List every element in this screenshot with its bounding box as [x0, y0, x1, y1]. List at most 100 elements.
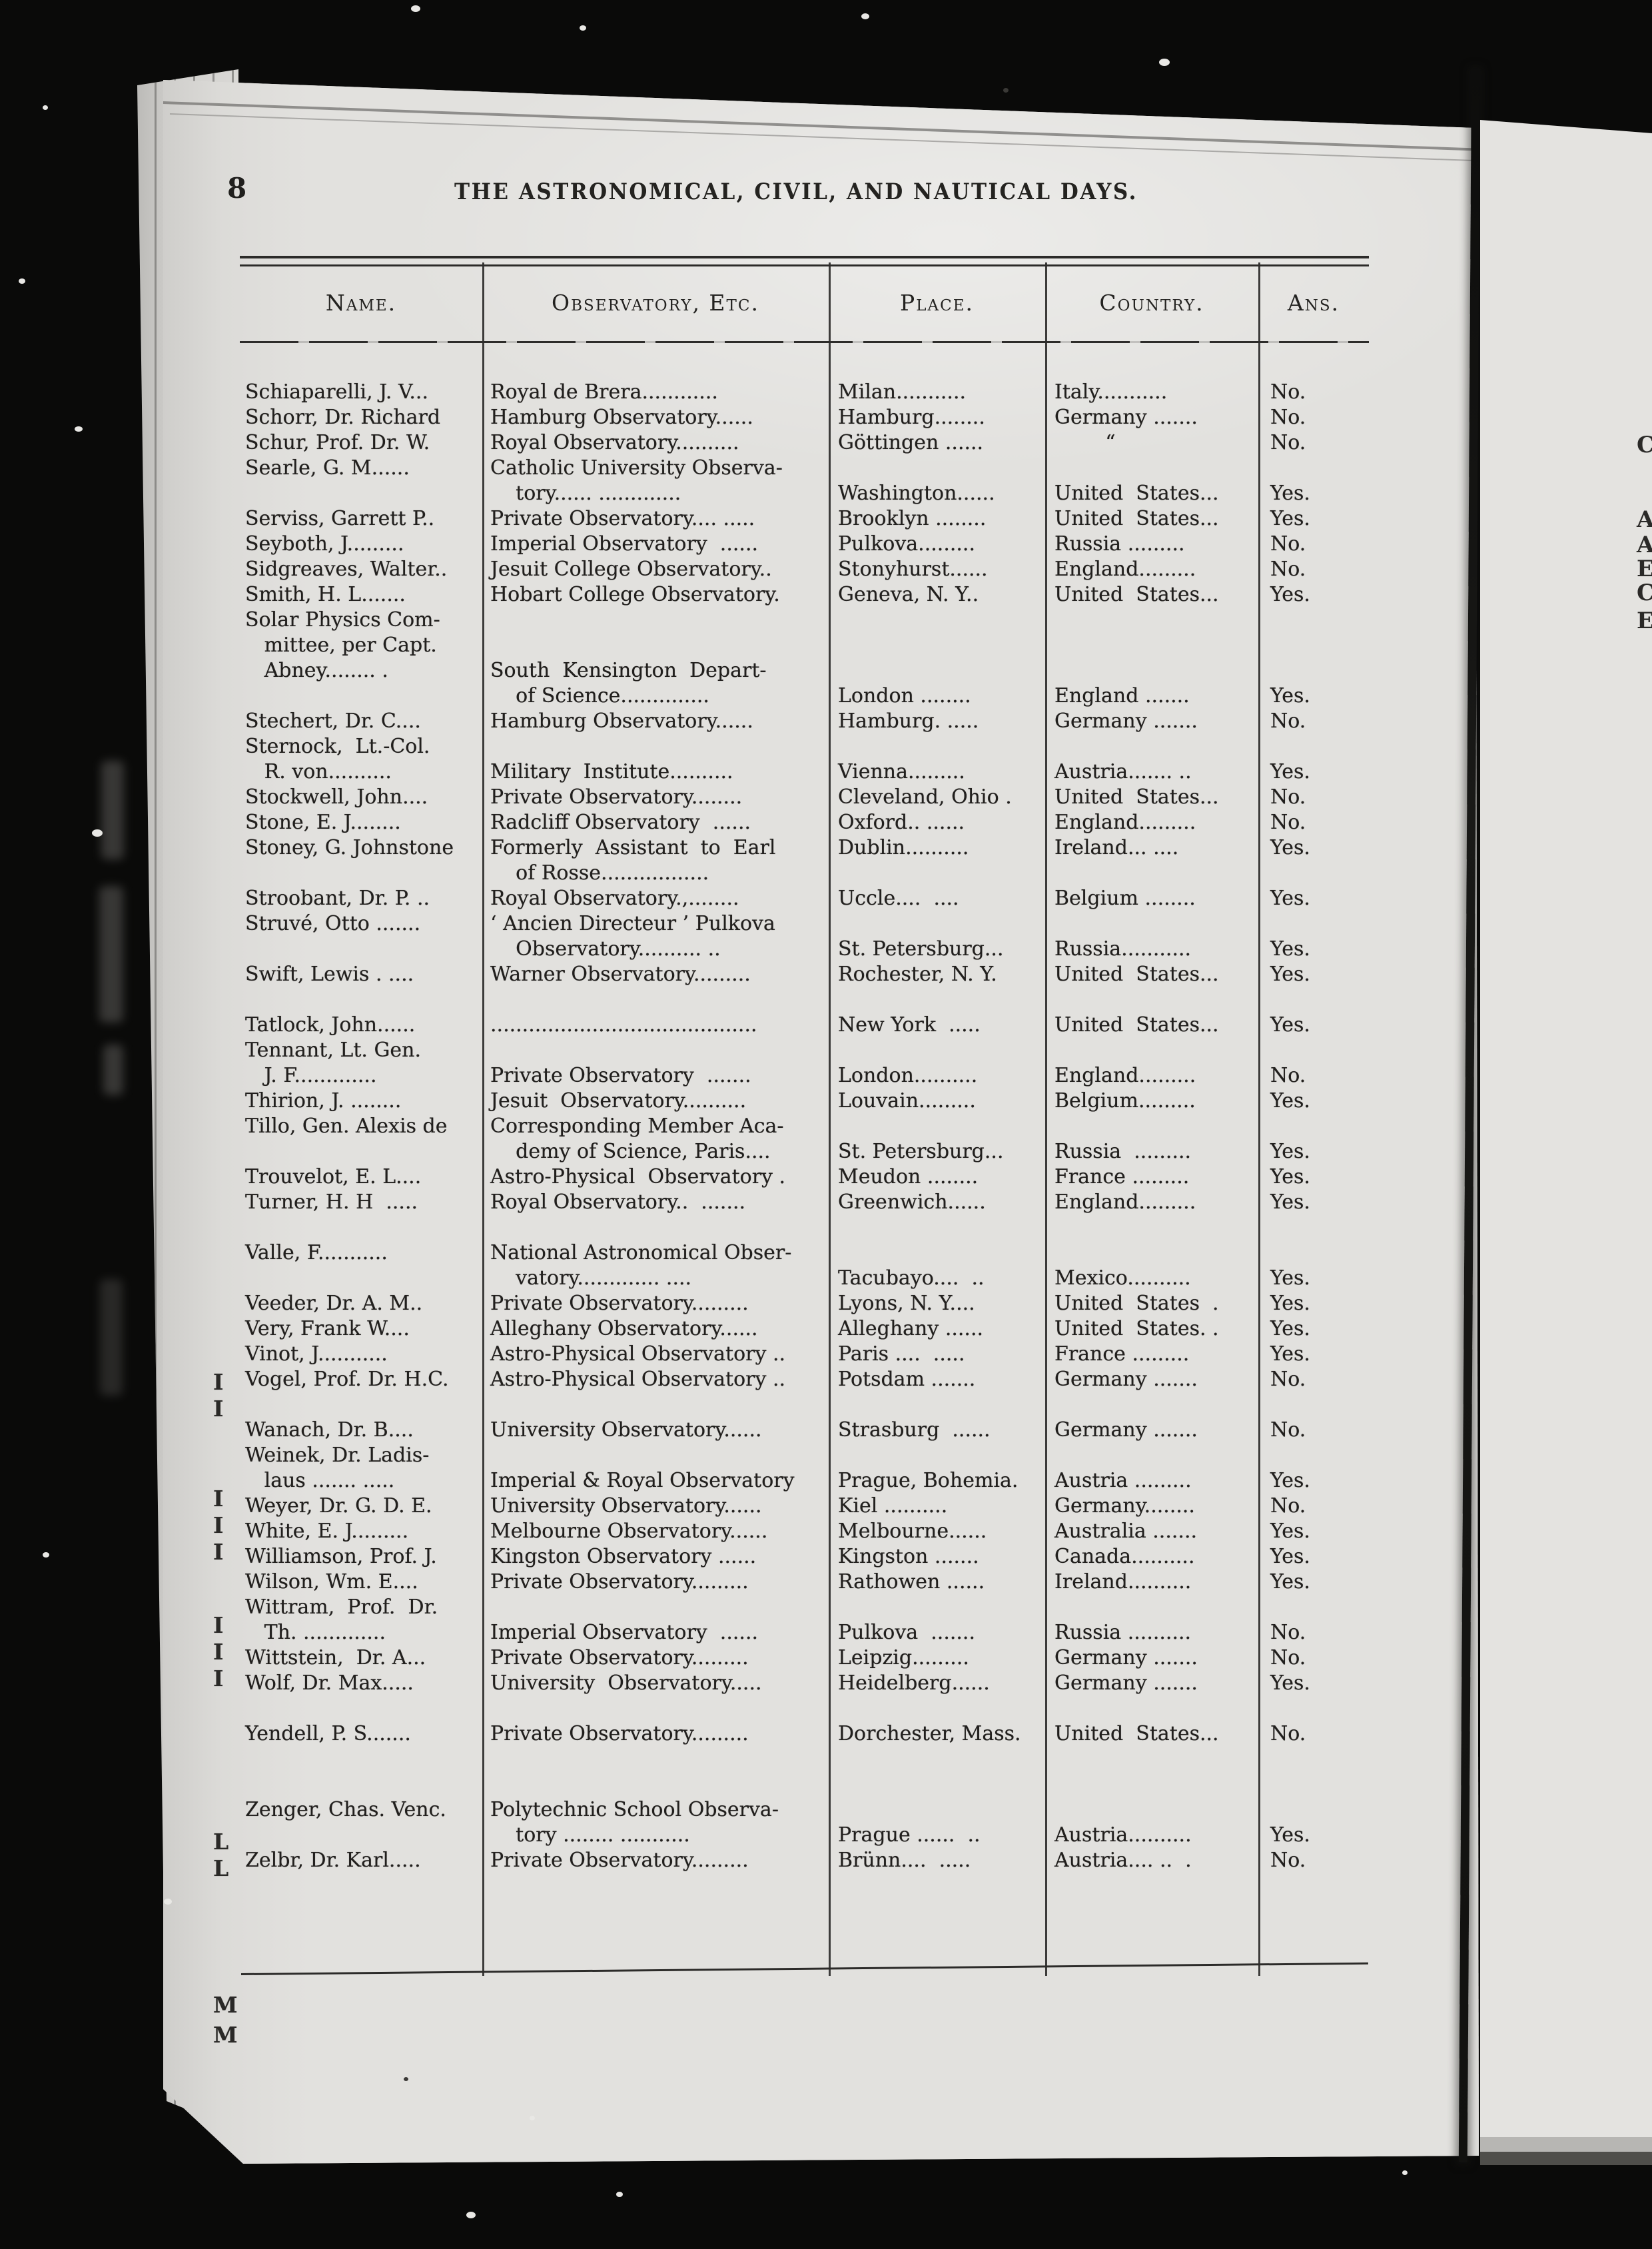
- table-cell: Hobart College Observatory.: [490, 583, 780, 606]
- dust-speck: [164, 1899, 172, 1905]
- table-cell: [829, 1747, 1045, 1772]
- table-row: laus ....... ..... Imperial & Royal Obser…: [240, 1468, 1369, 1494]
- table-row: Tennant, Lt. Gen.: [240, 1038, 1369, 1063]
- table-cell: Strasburg ......: [838, 1418, 991, 1442]
- table-row: Yendell, P. S....... Private Observatory.…: [240, 1721, 1369, 1747]
- table-row: Weyer, Dr. G. D. E. University Observator…: [240, 1494, 1369, 1519]
- table-cell: [482, 608, 829, 633]
- table-row: Swift, Lewis . .... Warner Observatory...…: [240, 962, 1369, 987]
- table-row: Sternock, Lt.-Col.: [240, 734, 1369, 759]
- table-cell: [829, 658, 1045, 683]
- table-cell: Th. .............: [245, 1621, 386, 1644]
- table-cell: Royal Observatory.,........: [490, 887, 739, 910]
- table-cell: United States...: [1054, 1013, 1219, 1037]
- table-cell: [1045, 658, 1258, 683]
- left-edge-fragment: L: [213, 1855, 229, 1881]
- table-cell: Yes.: [1270, 1266, 1310, 1290]
- table-cell: Russia ..........: [1054, 1621, 1192, 1644]
- table-row: Seyboth, J......... Imperial Observatory …: [240, 532, 1369, 557]
- table-cell: Dublin..........: [838, 836, 969, 859]
- table-cell: [1258, 1595, 1369, 1620]
- table-row: [240, 1392, 1369, 1418]
- table-cell: Rathowen ......: [838, 1570, 985, 1593]
- table-cell: [1045, 734, 1258, 759]
- table-cell: Jesuit Observatory..........: [490, 1089, 747, 1113]
- table-row: J. F............. Private Observatory ...…: [240, 1063, 1369, 1089]
- fore-edge-stamp-smudge: [100, 1279, 123, 1396]
- column-divider: [1045, 262, 1047, 1976]
- left-edge-fragment: M: [213, 1992, 238, 2018]
- table-cell: [1045, 1114, 1258, 1139]
- table-cell: Yes.: [1270, 1520, 1310, 1543]
- table-cell: [240, 861, 482, 886]
- dust-speck: [43, 105, 48, 110]
- left-edge-fragment: I: [213, 1665, 224, 1691]
- right-edge-fragment: E: [1637, 608, 1652, 634]
- table-cell: [482, 1392, 829, 1418]
- table-cell: England .......: [1054, 684, 1190, 707]
- left-edge-fragment: I: [213, 1612, 224, 1638]
- table-cell: Hamburg........: [838, 406, 985, 429]
- table-cell: Germany .......: [1054, 406, 1198, 429]
- table-cell: Germany .......: [1054, 1646, 1198, 1669]
- table-cell: [1045, 987, 1258, 1013]
- table-cell: [829, 1772, 1045, 1797]
- table-cell: United States .: [1054, 1292, 1219, 1315]
- table-cell: Observatory.......... ..: [490, 937, 721, 961]
- table-cell: Louvain.........: [838, 1089, 976, 1113]
- table-cell: [1258, 1443, 1369, 1468]
- dust-speck: [75, 426, 83, 432]
- table-cell: Meudon ........: [838, 1165, 979, 1188]
- table-cell: [829, 456, 1045, 481]
- table-cell: Searle, G. M......: [245, 456, 410, 480]
- table-cell: Stoney, G. Johnstone: [245, 836, 454, 859]
- table-cell: Leipzig.........: [838, 1646, 969, 1669]
- table-cell: University Observatory.....: [490, 1671, 762, 1695]
- table-cell: Brünn.... .....: [838, 1849, 971, 1872]
- table-cell: Imperial Observatory ......: [490, 1621, 759, 1644]
- table-cell: J. F.............: [245, 1064, 377, 1087]
- right-edge-fragment: E: [1637, 556, 1652, 582]
- table-cell: Yes.: [1270, 1671, 1310, 1695]
- table-cell: Yes.: [1270, 583, 1310, 606]
- table-cell: [1045, 861, 1258, 886]
- table-row: Serviss, Garrett P.. Private Observatory.…: [240, 506, 1369, 532]
- table-cell: of Rosse.................: [490, 861, 709, 885]
- table-cell: United States...: [1054, 583, 1219, 606]
- ink-speck: [404, 2077, 408, 2081]
- table-cell: [482, 1443, 829, 1468]
- table-cell: Ireland... ....: [1054, 836, 1179, 859]
- table-cell: Cleveland, Ohio .: [838, 785, 1012, 809]
- table-cell: Russia .........: [1054, 532, 1185, 556]
- table-cell: New York .....: [838, 1013, 981, 1037]
- table-row: Stoney, G. Johnstone Formerly Assistant t…: [240, 835, 1369, 861]
- table-cell: [829, 987, 1045, 1013]
- table-cell: tory...... .............: [490, 482, 681, 505]
- table-cell: [1045, 1772, 1258, 1797]
- table-cell: No.: [1270, 811, 1306, 834]
- table-cell: Abney........ .: [245, 659, 388, 682]
- table-row: tory ........ ........... Prague ...... .…: [240, 1823, 1369, 1848]
- table-row: mittee, per Capt.: [240, 633, 1369, 658]
- table-cell: Stroobant, Dr. P. ..: [245, 887, 430, 910]
- table-cell: [482, 1038, 829, 1063]
- left-edge-fragment: L: [213, 1829, 229, 1855]
- table-body: Schiaparelli, J. V... Royal de Brera.....…: [240, 380, 1369, 1873]
- under-page-top-edge: [163, 101, 1479, 152]
- table-cell: [1258, 861, 1369, 886]
- dust-speck: [19, 278, 25, 284]
- table-cell: Hamburg Observatory......: [490, 406, 753, 429]
- table-cell: [1258, 734, 1369, 759]
- table-row: Solar Physics Com-: [240, 608, 1369, 633]
- table-cell: South Kensington Depart-: [490, 659, 767, 682]
- table-cell: Germany .......: [1054, 1671, 1198, 1695]
- table-cell: Belgium.........: [1054, 1089, 1196, 1113]
- table-cell: Vogel, Prof. Dr. H.C.: [245, 1368, 449, 1391]
- table-cell: [1045, 633, 1258, 658]
- table-cell: ........................................…: [490, 1013, 757, 1037]
- table-cell: Schur, Prof. Dr. W.: [245, 431, 430, 454]
- table-cell: Seyboth, J.........: [245, 532, 404, 556]
- table-cell: [829, 911, 1045, 937]
- table-cell: Zenger, Chas. Venc.: [245, 1798, 446, 1821]
- table-cell: Private Observatory.........: [490, 1292, 749, 1315]
